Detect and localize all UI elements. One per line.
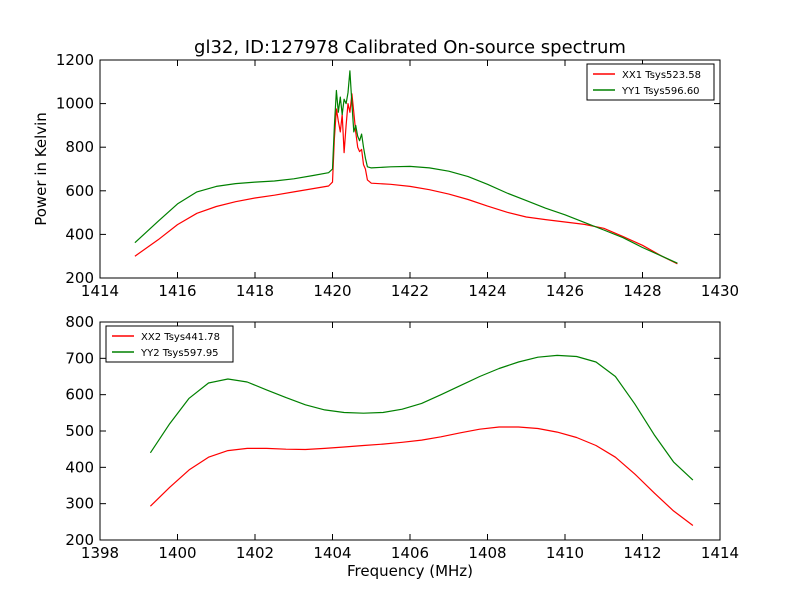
chart-title: gl32, ID:127978 Calibrated On-source spe…: [194, 37, 626, 58]
x-tick-label: 1406: [391, 544, 429, 562]
y-tick-label: 500: [65, 422, 94, 440]
x-tick-label: 1428: [623, 282, 661, 300]
y-tick-label: 600: [65, 182, 94, 200]
legend-label-2: YY1 Tsys596.60: [621, 86, 700, 97]
y-tick-label: 400: [65, 458, 94, 476]
x-tick-label: 1404: [313, 544, 351, 562]
y-tick-label: 600: [65, 386, 94, 404]
legend-label-1: XX1 Tsys523.58: [622, 70, 701, 81]
y-tick-label: 1200: [56, 51, 94, 69]
y-axis-label: Power in Kelvin: [32, 112, 50, 226]
y-tick-label: 800: [65, 138, 94, 156]
x-tick-label: 1418: [236, 282, 274, 300]
x-tick-label: 1402: [236, 544, 274, 562]
y-tick-label: 1000: [56, 95, 94, 113]
series-line-1: [134, 93, 678, 265]
x-tick-label: 1422: [391, 282, 429, 300]
x-tick-label: 1412: [623, 544, 661, 562]
y-tick-label: 200: [65, 269, 94, 287]
y-tick-label: 200: [65, 531, 94, 549]
x-tick-label: 1400: [158, 544, 196, 562]
legend: XX1 Tsys523.58 YY1 Tsys596.60: [586, 63, 715, 101]
series-line-1: [149, 426, 694, 526]
x-tick-label: 1420: [313, 282, 351, 300]
x-tick-label: 1414: [701, 544, 739, 562]
legend-label-1: XX2 Tsys441.78: [141, 332, 220, 343]
legend-box: [586, 63, 715, 101]
legend: XX2 Tsys441.78 YY2 Tsys597.95: [105, 325, 234, 363]
series-line-2: [134, 70, 678, 264]
plot-2: 1398 1400 1402 1404 1406 1408 1410 1412 1414 200 3…: [65, 313, 739, 580]
plot-1: 1414 1416 1418 1420 1422 1424 1426 1428 1430 200 4…: [32, 37, 739, 300]
y-tick-label: 300: [65, 495, 94, 513]
x-tick-label: 1430: [701, 282, 739, 300]
y-tick-label: 700: [65, 349, 94, 367]
y-tick-label: 800: [65, 313, 94, 331]
legend-label-2: YY2 Tsys597.95: [140, 348, 219, 359]
x-tick-label: 1410: [546, 544, 584, 562]
x-axis-label: Frequency (MHz): [347, 562, 473, 580]
x-tick-label: 1398: [81, 544, 119, 562]
x-tick-label: 1414: [81, 282, 119, 300]
x-tick-label: 1408: [468, 544, 506, 562]
x-tick-label: 1424: [468, 282, 506, 300]
legend-box: [105, 325, 234, 363]
y-tick-label: 400: [65, 225, 94, 243]
x-tick-label: 1416: [158, 282, 196, 300]
x-tick-label: 1426: [546, 282, 584, 300]
series-line-2: [149, 354, 694, 481]
